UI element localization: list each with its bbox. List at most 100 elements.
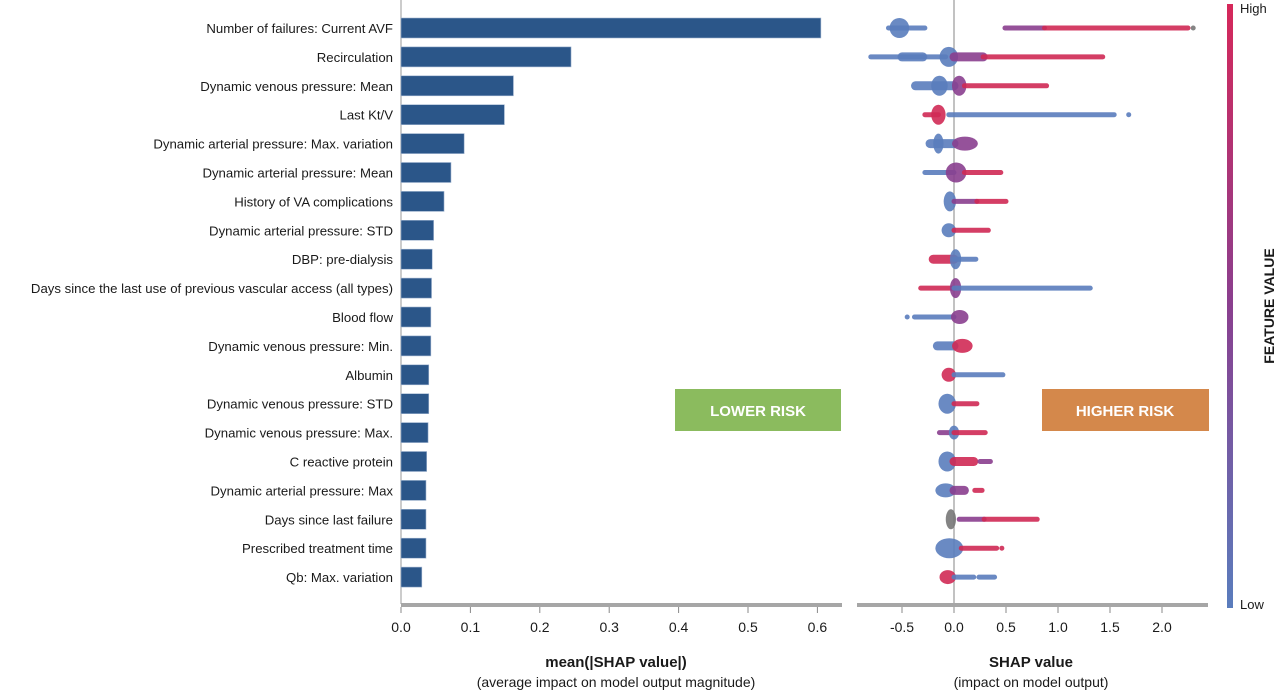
feature-label: Prescribed treatment time (242, 541, 393, 556)
lower-risk-label: LOWER RISK (710, 403, 806, 420)
swarm-row (925, 133, 978, 154)
colorbar-low-label: Low (1240, 597, 1264, 612)
feature-label: Dynamic venous pressure: Max. (205, 426, 393, 441)
bar (400, 133, 465, 154)
swarm-cluster (943, 191, 957, 212)
x-tick-label: -0.5 (890, 619, 914, 635)
bar-x-axis-title: mean(|SHAP value|) (545, 654, 687, 671)
swarm-row (938, 451, 993, 472)
swarm-row (935, 538, 1005, 559)
bar (400, 537, 427, 559)
bar (400, 306, 432, 328)
swarm-cluster (931, 75, 948, 96)
swarm-cluster (945, 162, 967, 183)
swarm-row (941, 367, 1006, 382)
x-tick-label: 0.4 (669, 619, 689, 635)
feature-label: Dynamic arterial pressure: Max. variatio… (153, 137, 393, 152)
feature-label: C reactive protein (290, 455, 393, 470)
feature-label: Dynamic arterial pressure: Mean (202, 166, 393, 181)
swarm-row (935, 483, 985, 498)
swarm-row (911, 75, 1050, 96)
swarm-row (938, 393, 980, 414)
feature-label: Blood flow (332, 310, 393, 325)
swarm-row (928, 249, 979, 270)
swarm-cluster (952, 75, 967, 96)
feature-labels: Number of failures: Current AVF Recircula… (31, 21, 394, 585)
lower-risk-box (675, 389, 841, 431)
bar-x-axis-subtitle: (average impact on model output magnitud… (477, 674, 756, 690)
bar (400, 508, 427, 530)
bar (400, 46, 572, 68)
swarm-x-axis-title: SHAP value (989, 654, 1073, 671)
swarm-cluster (941, 223, 956, 238)
swarm-cluster (938, 393, 956, 414)
x-tick-label: 0.2 (530, 619, 550, 635)
bar (400, 480, 427, 501)
swarm-cluster (945, 509, 956, 530)
swarm-row (885, 18, 1196, 38)
bar (400, 191, 445, 212)
swarm-row (943, 191, 1009, 212)
swarm-row (868, 46, 1106, 67)
feature-label: Days since the last use of previous vasc… (31, 281, 393, 296)
swarm-row (932, 338, 973, 353)
bar-panel: 0.0 0.1 0.2 0.3 0.4 0.5 0.6 (391, 0, 842, 635)
feature-label: Dynamic arterial pressure: Max (211, 483, 394, 498)
x-tick-label: 0.5 (996, 619, 1016, 635)
swarm-cluster (952, 338, 973, 353)
colorbar-high-label: High (1240, 1, 1267, 16)
x-tick-label: 0.1 (461, 619, 481, 635)
feature-label: Days since last failure (265, 512, 393, 527)
swarm-cluster (935, 483, 956, 498)
x-tick-label: 1.5 (1100, 619, 1120, 635)
feature-label: Qb: Max. variation (286, 570, 393, 585)
x-tick-label: 0.0 (391, 619, 411, 635)
feature-label: Number of failures: Current AVF (206, 21, 393, 36)
bar (400, 162, 452, 183)
feature-label: History of VA complications (234, 194, 393, 209)
higher-risk-label: HIGHER RISK (1076, 403, 1175, 420)
feature-label: Albumin (345, 368, 393, 383)
feature-label: Dynamic arterial pressure: STD (209, 223, 393, 238)
swarm-cluster (939, 570, 956, 585)
swarm-cluster (941, 367, 956, 382)
bar (400, 451, 427, 472)
feature-label: Dynamic venous pressure: Mean (200, 79, 393, 94)
swarm-row (936, 425, 988, 440)
feature-label: Last Kt/V (339, 108, 393, 123)
swarm-x-axis-subtitle: (impact on model output) (954, 674, 1109, 690)
colorbar-title: FEATURE VALUE (1261, 248, 1277, 363)
higher-risk-box (1042, 389, 1209, 431)
swarm-cluster (935, 538, 964, 559)
feature-label: Dynamic venous pressure: STD (207, 397, 393, 412)
feature-label: Recirculation (317, 50, 393, 65)
bar (400, 364, 430, 386)
swarm-cluster (931, 104, 946, 125)
swarm-row (941, 223, 991, 238)
x-tick-label: 0.6 (808, 619, 828, 635)
bar (400, 17, 822, 39)
x-tick-label: 0.3 (599, 619, 619, 635)
swarm-cluster (933, 133, 944, 154)
feature-label: Dynamic venous pressure: Min. (208, 339, 393, 354)
bar (400, 393, 430, 415)
swarm-cluster (938, 451, 956, 472)
swarm-row (939, 570, 998, 585)
swarm-cluster (939, 46, 959, 67)
swarm-row (904, 310, 969, 324)
swarm-row (922, 104, 1132, 125)
bar (400, 75, 514, 97)
bar (400, 335, 432, 357)
swarm-cluster (952, 136, 978, 151)
swarm-row (945, 509, 1040, 530)
x-tick-label: 0.5 (738, 619, 758, 635)
bar (400, 220, 434, 241)
bar (400, 566, 423, 588)
beeswarm-panel: -0.5 0.0 0.5 1.0 1.5 2.0 (857, 0, 1208, 635)
swarm-cluster (950, 310, 969, 324)
colorbar (1227, 4, 1233, 608)
x-tick-label: 1.0 (1048, 619, 1068, 635)
bar (400, 422, 429, 443)
x-tick-label: 0.0 (944, 619, 964, 635)
